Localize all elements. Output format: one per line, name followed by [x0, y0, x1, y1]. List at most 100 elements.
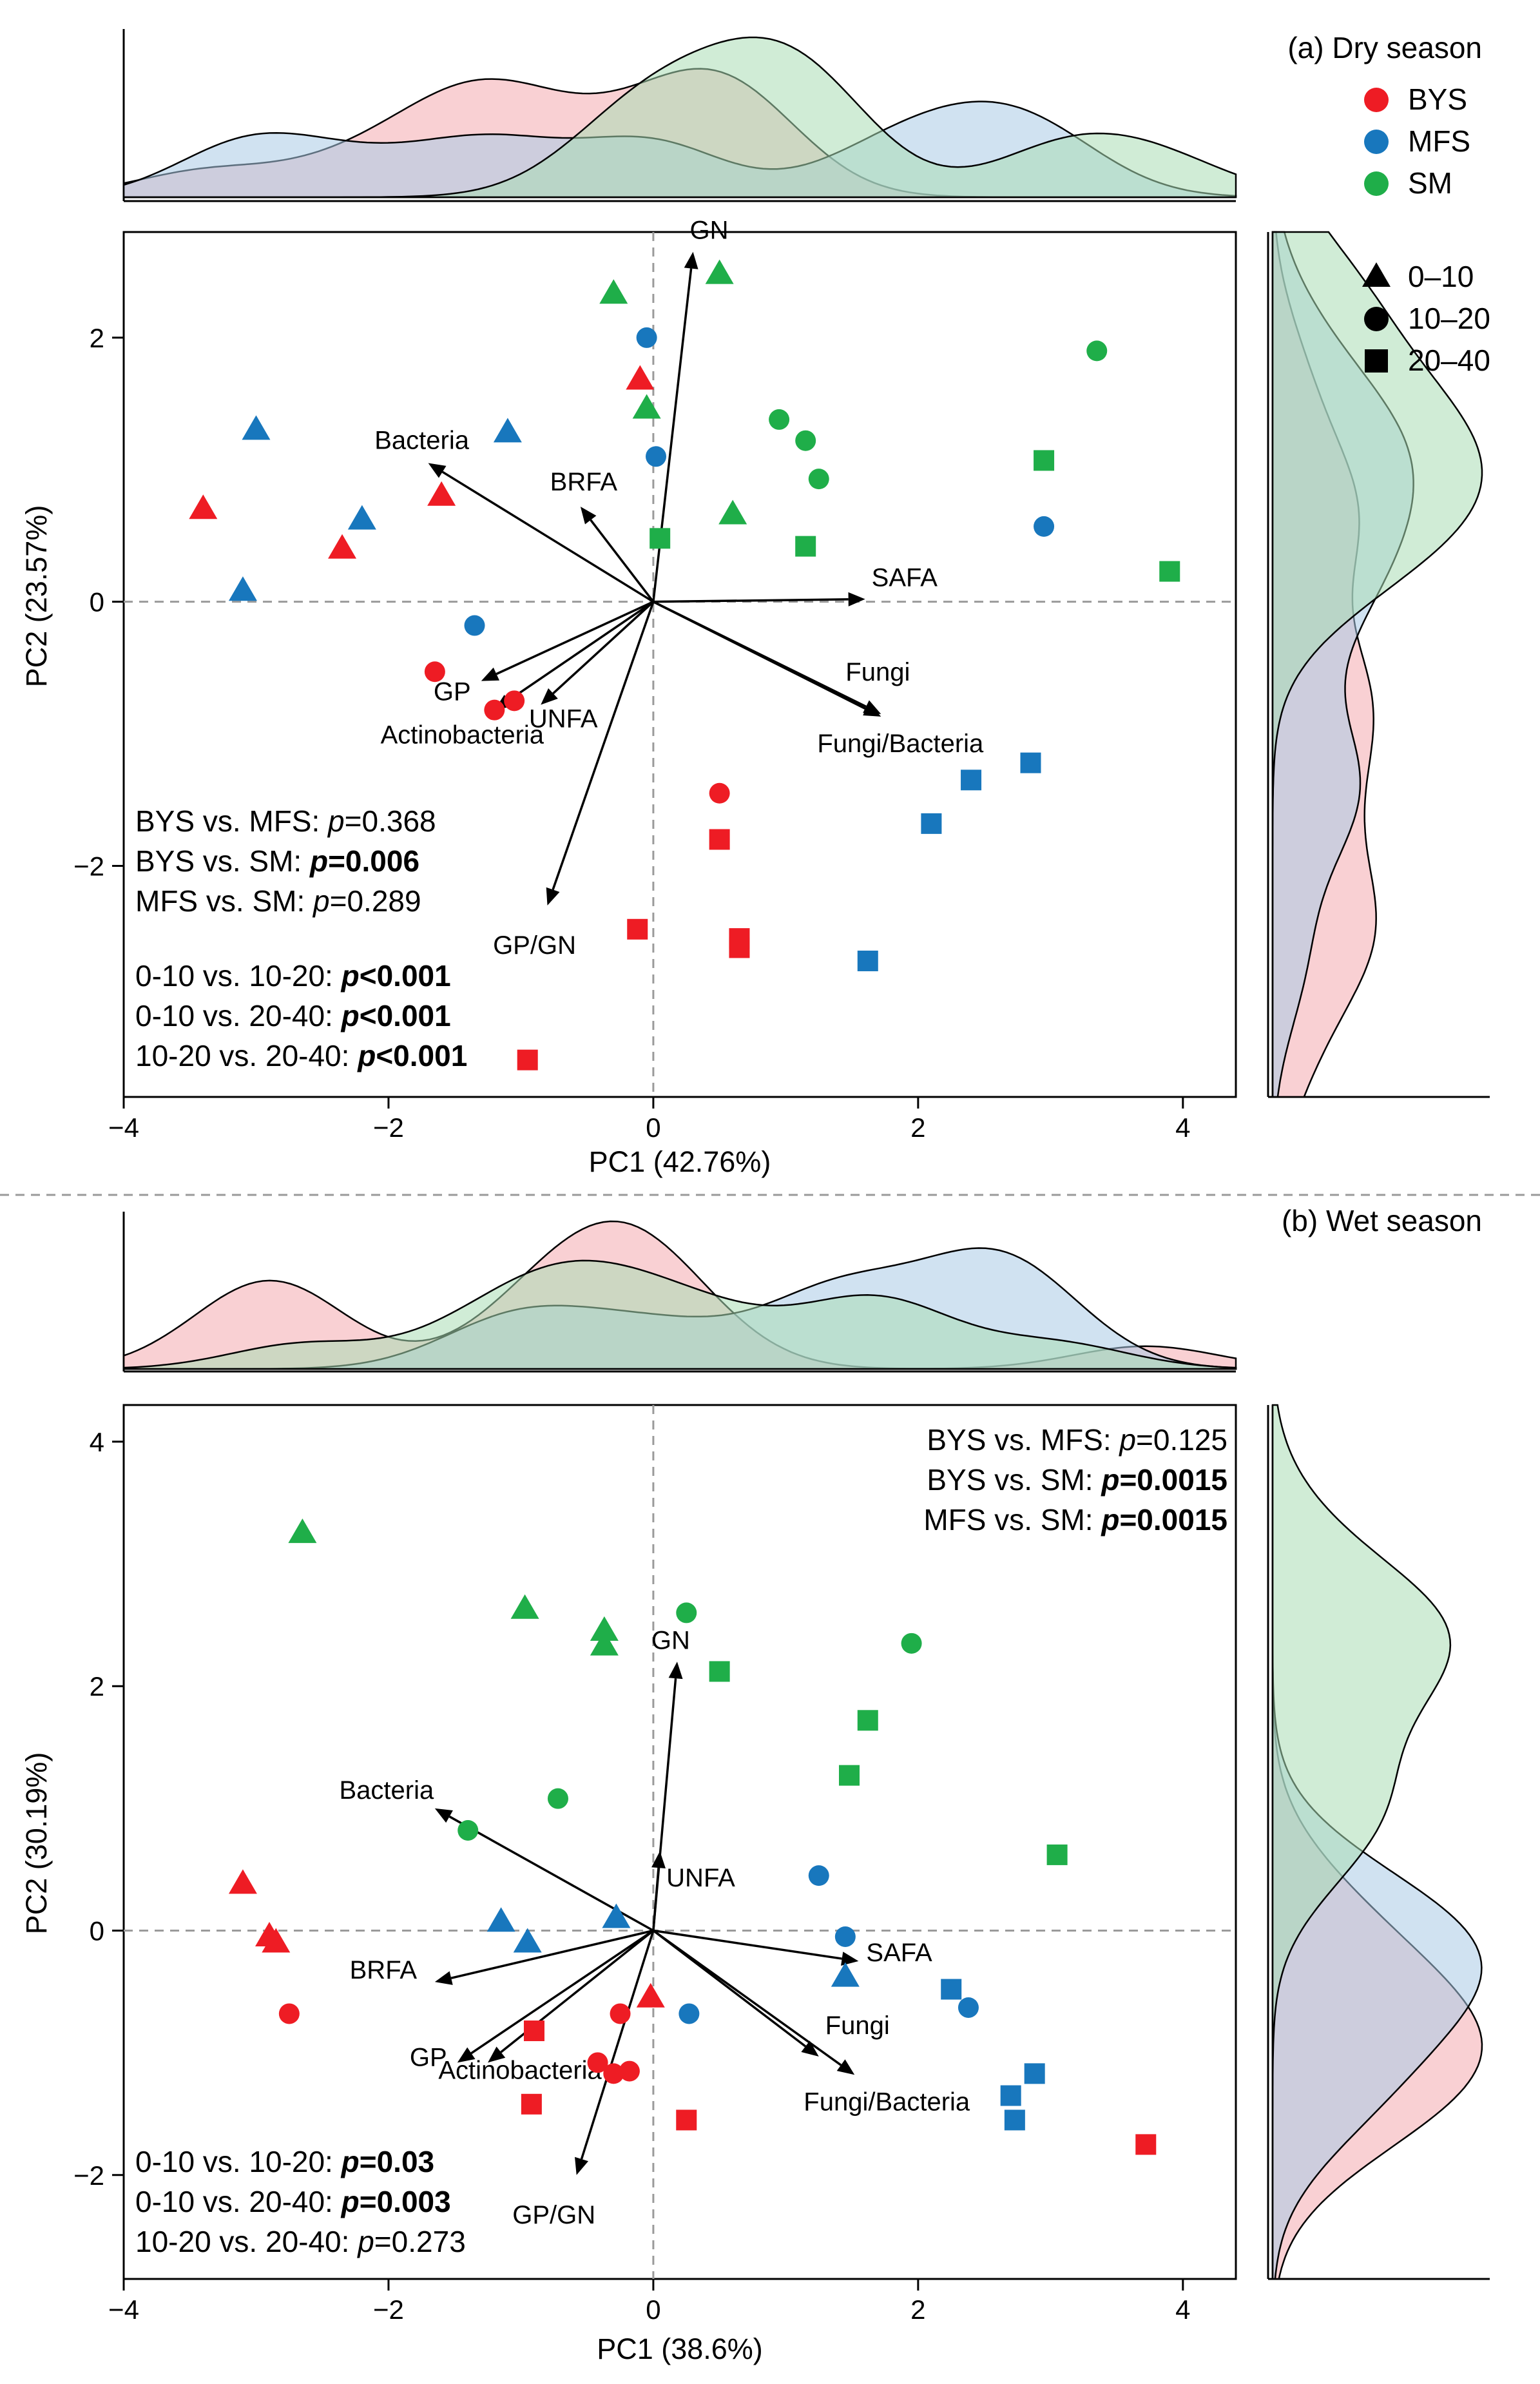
data-point [510, 1594, 539, 1619]
loading-arrowhead [481, 667, 500, 681]
panel-b-stat-4: 0-10 vs. 10-20: p=0.03 [135, 2145, 434, 2178]
data-point [189, 494, 218, 519]
legend-item-sm: SM [1364, 166, 1452, 200]
data-point [808, 469, 829, 490]
data-point [513, 1928, 542, 1953]
data-point [1046, 1844, 1068, 1865]
data-point [650, 528, 671, 549]
panel-b-points [228, 1518, 1157, 2155]
data-point [1159, 561, 1180, 582]
density-sm-pc1 [122, 1259, 1237, 1370]
loading-label: Bacteria [374, 427, 469, 455]
legend-item-depth-10-20: 10–20 [1364, 302, 1490, 335]
data-point [795, 430, 816, 451]
density-sm-pc2 [1271, 1404, 1452, 2279]
loading-vector [652, 1867, 660, 1931]
data-point [857, 950, 878, 971]
loading-arrowhead [575, 2156, 589, 2175]
data-point [619, 2060, 640, 2082]
data-point [627, 918, 648, 940]
x-tick-label: −4 [108, 2294, 139, 2325]
panel-a-points [189, 259, 1180, 1071]
data-point [517, 1049, 538, 1071]
loading-label: Fungi [825, 2011, 890, 2040]
data-point [523, 2021, 544, 2042]
data-point [921, 813, 942, 834]
panel-b-ylabel: PC2 (30.19%) [20, 1752, 53, 1935]
panel-a-right-density-curves [1271, 231, 1483, 1098]
loading-vector [448, 1816, 654, 1932]
data-point [228, 576, 257, 601]
data-point [676, 2109, 697, 2131]
loading-vector [653, 601, 867, 710]
panel-a: −4 −2 0 2 4 −2 0 2 GN Bacteria BRFA SAFA Fungi Fungi… [20, 29, 1490, 1178]
panel-b-stats: BYS vs. MFS: p=0.125 BYS vs. SM: p=0.001… [135, 1423, 1227, 2258]
panel-b-title: (b) Wet season [1282, 1204, 1482, 1237]
data-point [705, 259, 734, 284]
loading-vector [450, 1929, 654, 1979]
data-point [1024, 2063, 1045, 2084]
loading-arrowhead [863, 703, 881, 717]
data-point [1020, 752, 1041, 773]
loading-label: SAFA [872, 564, 938, 592]
legend-circle-swatch [1364, 307, 1389, 331]
loading-arrowhead [434, 1971, 453, 1985]
loading-label: UNFA [529, 704, 598, 733]
loading-vector [507, 601, 654, 702]
legend-item-mfs: MFS [1364, 124, 1470, 158]
legend-depth-0-10-label: 0–10 [1408, 260, 1474, 293]
data-point [590, 1616, 619, 1641]
panel-a-stat-3: MFS vs. SM: p=0.289 [135, 884, 421, 918]
loading-label: GP/GN [493, 931, 576, 960]
loading-label: GP [410, 2043, 447, 2071]
panel-b-stat-3: MFS vs. SM: p=0.0015 [923, 1503, 1227, 1536]
data-point [587, 2052, 608, 2073]
loading-arrowhead [848, 592, 865, 606]
y-tick-label: −2 [73, 2160, 104, 2191]
data-point [424, 661, 445, 683]
y-tick-label: 0 [90, 1915, 104, 1946]
loading-arrowhead [684, 251, 698, 269]
y-tick-label: 2 [90, 1671, 104, 1701]
loading-vector [653, 1929, 842, 1960]
legend-mfs-label: MFS [1408, 124, 1470, 158]
data-point [709, 829, 730, 850]
loading-arrowhead [801, 2040, 819, 2057]
data-point [262, 1928, 291, 1953]
data-point [795, 536, 816, 557]
x-tick-label: 4 [1175, 1112, 1190, 1143]
loading-vector [496, 601, 654, 675]
panel-a-stat-2: BYS vs. SM: p=0.006 [135, 844, 419, 878]
panel-b-zero-lines [124, 1405, 1236, 2279]
loading-label: Actinobacteria [438, 2056, 602, 2084]
loading-label: Fungi [845, 658, 910, 686]
data-point [961, 770, 982, 791]
panel-a-ticks: −4 −2 0 2 4 −2 0 2 [73, 323, 1190, 1143]
panel-a-plot-frame [122, 231, 1237, 1098]
panel-b-top-density-curves [122, 1220, 1237, 1370]
data-point [599, 279, 628, 304]
loading-label: Bacteria [339, 1776, 434, 1805]
panel-a-stat-4: 0-10 vs. 10-20: p<0.001 [135, 959, 451, 993]
loading-label: Fungi/Bacteria [817, 730, 984, 758]
data-point [1034, 516, 1055, 537]
panel-b-right-density-curves [1271, 1404, 1483, 2280]
data-point [839, 1765, 860, 1786]
panel-a-xlabel: PC1 (42.76%) [589, 1145, 771, 1178]
panel-b-xlabel: PC1 (38.6%) [597, 2332, 763, 2365]
data-point [1086, 340, 1108, 362]
data-point [1034, 450, 1055, 471]
loading-arrowhead [546, 887, 560, 906]
data-point [504, 690, 525, 712]
y-tick-label: 0 [90, 587, 104, 617]
data-point [636, 327, 657, 348]
data-point [709, 782, 730, 804]
data-point [486, 1907, 515, 1932]
data-point [1135, 2134, 1157, 2155]
panel-b-plot-frame [122, 1404, 1237, 2280]
data-point [831, 1962, 860, 1987]
loading-vector [652, 268, 693, 602]
density-sm-pc2 [1271, 231, 1483, 1097]
legend-depth-10-20-label: 10–20 [1408, 302, 1490, 335]
data-point [328, 534, 357, 559]
